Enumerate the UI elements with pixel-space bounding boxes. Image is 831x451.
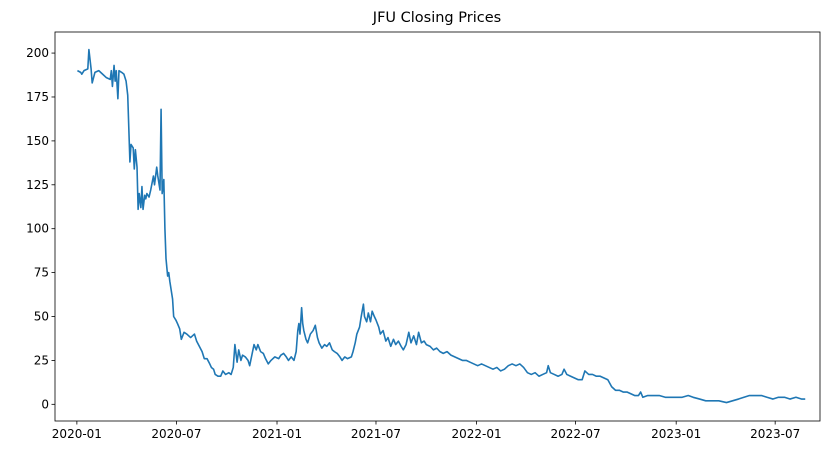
x-tick-label: 2022-01 [452,427,502,441]
y-tick-label: 0 [41,397,49,411]
y-tick-label: 25 [34,353,49,367]
x-tick-label: 2023-01 [651,427,701,441]
axes-frame [54,31,821,422]
plot-area [77,48,806,404]
series-line [77,48,806,404]
y-tick-label: 50 [34,310,49,324]
x-tick-label: 2021-07 [351,427,401,441]
x-tick-label: 2023-07 [750,427,800,441]
y-tick-label: 75 [34,266,49,280]
y-tick-label: 175 [26,90,49,104]
y-tick-label: 200 [26,46,49,60]
x-tick-label: 2020-07 [151,427,201,441]
y-axis: 0 25 50 75 100 125 150 175 200 [26,46,55,411]
chart-title: JFU Closing Prices [372,10,501,26]
x-axis: 2020-01 2020-07 2021-01 2021-07 2022-01 2022-… [52,421,800,441]
x-tick-label: 2021-01 [252,427,302,441]
x-tick-label: 2020-01 [52,427,102,441]
x-tick-label: 2022-07 [551,427,601,441]
y-tick-label: 150 [26,134,49,148]
y-tick-label: 125 [26,178,49,192]
y-tick-label: 100 [26,222,49,236]
